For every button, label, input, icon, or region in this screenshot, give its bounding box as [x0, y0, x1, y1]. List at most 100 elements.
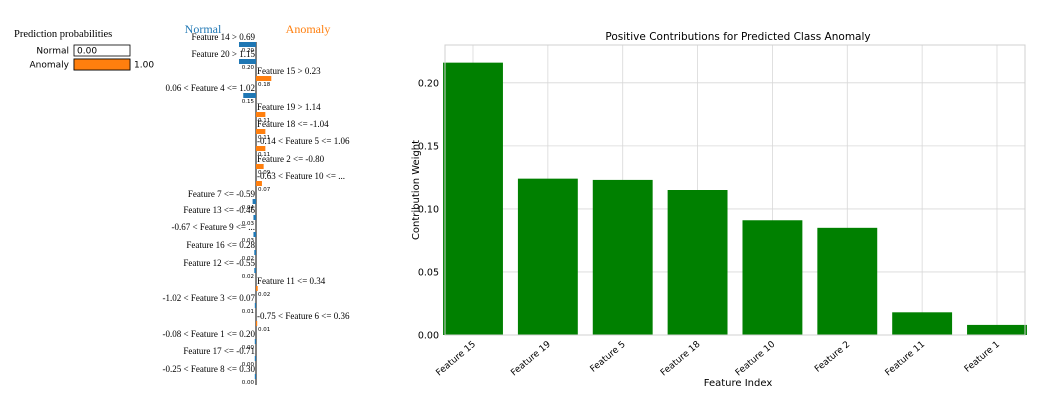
feature-weight-value: 0.04 [242, 205, 255, 211]
lime-explanation-panel: Prediction probabilities Normal 0.00 Anoma… [0, 0, 395, 403]
y-axis-label: Contribution Weight [411, 140, 422, 240]
feature-weight-value: 0.02 [258, 292, 270, 298]
x-tick-label: Feature 11 [884, 340, 927, 379]
feature-weight-value: 0.00 [242, 380, 255, 386]
feature-condition-label: Feature 16 <= 0.28 [186, 240, 255, 250]
feature-weight-bar [256, 129, 266, 134]
feature-weight-value: 0.11 [258, 135, 270, 141]
feature-weight-value: 0.09 [258, 170, 271, 176]
bar-feature-2 [817, 227, 878, 335]
prediction-label-anomaly: Anomaly [30, 61, 70, 71]
feature-condition-label: Feature 18 <= -1.04 [257, 119, 329, 129]
chart-title: Positive Contributions for Predicted Cla… [605, 31, 870, 43]
x-tick-label: Feature 1 [963, 340, 1002, 375]
feature-weight-value: 0.00 [242, 345, 255, 351]
feature-weight-value: 0.07 [258, 187, 271, 193]
feature-weight-value: 0.11 [258, 118, 270, 124]
feature-weight-bar [239, 59, 256, 64]
feature-condition-label: Feature 7 <= -0.59 [188, 189, 256, 199]
feature-weight-bar [256, 112, 266, 117]
feature-condition-label: -0.14 < Feature 5 <= 1.06 [257, 136, 350, 146]
feature-weight-bar [254, 303, 256, 308]
feature-weight-value: 0.01 [242, 309, 254, 315]
positive-contributions-chart: Positive Contributions for Predicted Cla… [411, 31, 1027, 389]
bar-feature-18 [667, 190, 728, 335]
feature-condition-label: -0.67 < Feature 9 <= ... [172, 222, 255, 232]
feature-condition-label: -1.02 < Feature 3 <= 0.07 [163, 293, 256, 303]
feature-condition-label: Feature 12 <= -0.55 [183, 258, 255, 268]
prediction-bar-fill-anomaly [73, 58, 131, 71]
anomaly-class-header: Anomaly [286, 22, 331, 36]
feature-weight-value: 0.02 [242, 274, 254, 280]
feature-weight-value: 0.03 [242, 238, 255, 244]
feature-weight-bar [256, 76, 272, 81]
feature-weight-value: 0.18 [258, 82, 271, 88]
feature-weight-bar [256, 321, 258, 326]
feature-condition-label: -0.25 < Feature 8 <= 0.30 [163, 364, 256, 374]
x-tick-label: Feature 15 [434, 340, 477, 379]
x-tick-label: Feature 10 [734, 339, 778, 378]
feature-condition-label: -0.75 < Feature 6 <= 0.36 [257, 311, 350, 321]
feature-condition-label: Feature 19 > 1.14 [257, 102, 321, 112]
feature-condition-label: 0.06 < Feature 4 <= 1.02 [166, 83, 255, 93]
prediction-probabilities-title: Prediction probabilities [14, 29, 112, 40]
feature-weight-bar [253, 215, 256, 220]
plot-frame [444, 44, 1026, 336]
feature-weight-value: 0.00 [242, 362, 255, 368]
feature-weight-bar [254, 356, 256, 361]
feature-weight-bar [254, 374, 256, 379]
feature-weight-bar [254, 339, 256, 344]
prediction-value-anomaly: 1.00 [134, 61, 154, 71]
y-axis-ticks: 0.00 0.05 0.10 0.15 0.20 [418, 78, 439, 341]
feature-condition-label: Feature 14 > 0.69 [191, 32, 255, 42]
feature-weight-value: 0.20 [242, 65, 255, 71]
feature-weight-value: 0.15 [242, 99, 255, 105]
y-tick-label: 0.05 [418, 267, 439, 278]
prediction-bar-frame-normal [73, 44, 131, 57]
bar-chart-panel: Positive Contributions for Predicted Cla… [395, 0, 1039, 403]
normal-class-header: Normal [185, 22, 222, 36]
feature-weight-bar [239, 42, 256, 47]
x-axis-ticks: Feature 15 Feature 19 Feature 5 Feature 18 F… [434, 339, 1001, 378]
feature-condition-label: Feature 2 <= -0.80 [257, 154, 325, 164]
y-tick-label: 0.20 [418, 78, 439, 89]
prediction-value-normal: 0.00 [77, 47, 97, 57]
feature-condition-label: Feature 20 > 1.15 [191, 49, 255, 59]
feature-weight-value: 0.03 [242, 221, 255, 227]
feature-weight-bar [256, 286, 258, 291]
y-tick-label: 0.10 [418, 204, 439, 215]
x-tick-label: Feature 19 [509, 339, 553, 378]
bar-feature-11 [892, 312, 953, 335]
feature-condition-label: Feature 17 <= -0.71 [183, 346, 255, 356]
feature-weight-bar [256, 164, 264, 169]
feature-weight-bar [254, 268, 256, 273]
feature-weight-bar [243, 93, 256, 98]
prediction-label-normal: Normal [36, 47, 69, 57]
feature-weight-bar [256, 146, 266, 151]
bar-feature-1 [967, 324, 1027, 335]
x-tick-label: Feature 5 [589, 340, 628, 375]
bar-feature-10 [742, 220, 803, 335]
feature-weight-value: 0.11 [258, 152, 270, 158]
y-tick-label: 0.15 [418, 141, 439, 152]
feature-condition-label: -0.63 < Feature 10 <= ... [257, 171, 345, 181]
feature-weight-bar [256, 181, 262, 186]
x-axis-label: Feature Index [704, 378, 773, 389]
x-tick-label: Feature 2 [813, 340, 852, 375]
feature-weight-value: 0.01 [258, 327, 270, 333]
bar-feature-5 [592, 179, 653, 335]
feature-condition-label: Feature 11 <= 0.34 [257, 276, 326, 286]
bar-feature-19 [517, 178, 578, 335]
lime-explanation-graphic: Prediction probabilities Normal 0.00 Anoma… [14, 22, 350, 386]
feature-weight-bar [254, 250, 256, 255]
feature-condition-label: Feature 13 <= -0.46 [183, 205, 255, 215]
prediction-probabilities: Prediction probabilities Normal 0.00 Anoma… [14, 29, 154, 71]
feature-weight-value: 0.20 [242, 48, 255, 54]
y-tick-label: 0.00 [418, 331, 439, 342]
feature-weight-value: 0.02 [242, 256, 254, 262]
bars [443, 62, 1027, 336]
feature-condition-label: -0.08 < Feature 1 <= 0.20 [163, 329, 256, 339]
feature-weight-bar [253, 232, 256, 237]
feature-weight-bar [252, 199, 256, 204]
bar-feature-15 [443, 62, 503, 336]
